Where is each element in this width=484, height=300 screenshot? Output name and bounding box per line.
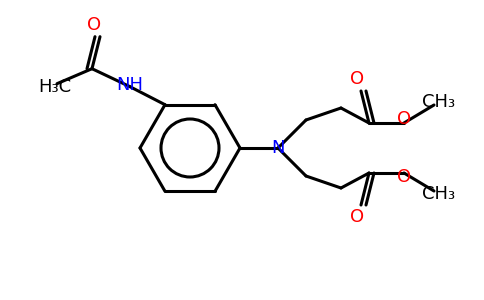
Text: CH₃: CH₃ (423, 93, 455, 111)
Text: NH: NH (117, 76, 143, 94)
Text: O: O (350, 208, 364, 226)
Text: H₃C: H₃C (38, 78, 72, 96)
Text: O: O (397, 168, 411, 186)
Text: O: O (87, 16, 101, 34)
Text: CH₃: CH₃ (423, 185, 455, 203)
Text: N: N (271, 139, 285, 157)
Text: O: O (350, 70, 364, 88)
Text: O: O (397, 110, 411, 128)
